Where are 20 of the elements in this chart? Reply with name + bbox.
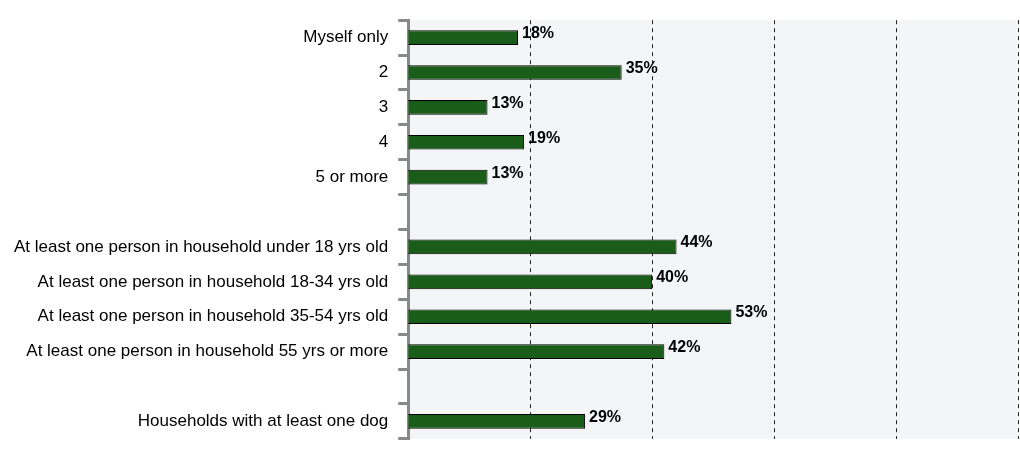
data-label: 40% (656, 268, 689, 286)
y-tick-label: 2 (378, 62, 389, 82)
data-label: 44% (680, 233, 713, 251)
data-label: 18% (522, 24, 555, 42)
data-label: 42% (668, 338, 701, 355)
y-tick-label: At least one person in household 55 yrs or more (26, 341, 389, 361)
y-tick-label: Households with at least one dog (137, 411, 389, 431)
y-tick-label: Myself only (303, 27, 389, 47)
data-label: 13% (491, 163, 524, 181)
data-label: 29% (589, 407, 622, 425)
y-tick-label: 3 (378, 97, 389, 117)
data-label: 13% (491, 93, 524, 111)
data-label: 35% (625, 58, 658, 76)
y-tick-label: At least one person in household under 18 yrs old (14, 236, 389, 256)
data-label: 19% (528, 128, 561, 146)
data-label: 53% (735, 303, 768, 321)
y-tick-label: At least one person in household 35-54 yrs old (37, 306, 389, 326)
y-tick-label: 4 (378, 131, 389, 151)
y-tick-label: 5 or more (315, 166, 389, 186)
y-tick-label: At least one person in household 18-34 yrs old (37, 271, 389, 291)
